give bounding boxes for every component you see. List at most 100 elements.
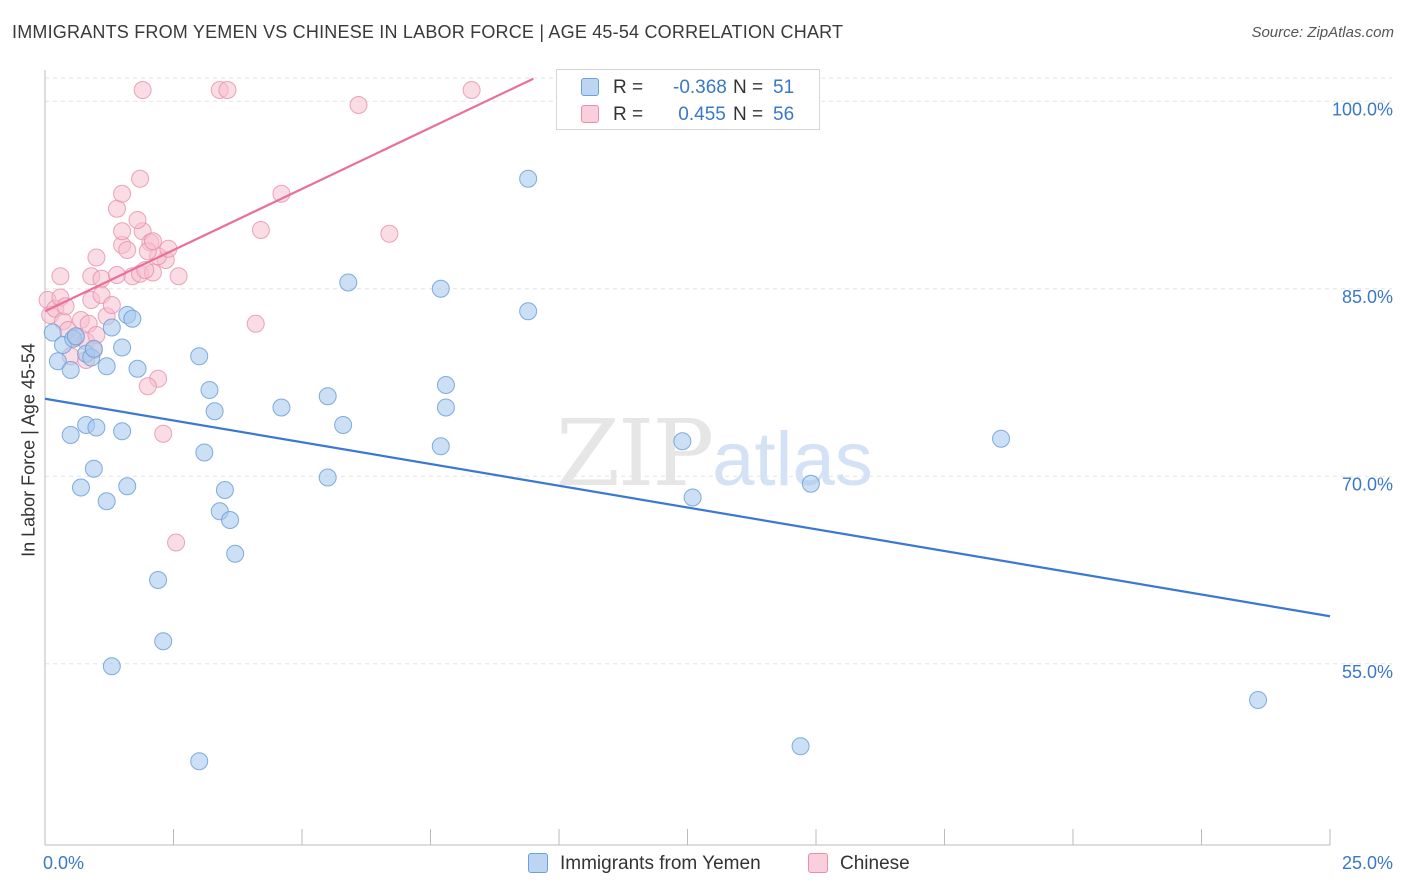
yemen-point: [102, 318, 121, 337]
legend-n-value: 56: [773, 104, 795, 125]
yemen-point: [436, 398, 455, 417]
yemen-point: [84, 459, 103, 478]
tick-labels: 55.0% 70.0% 85.0% 100.0% 0.0% 25.0%: [43, 99, 1393, 873]
yemen-point: [519, 169, 538, 188]
yemen-trend-line: [44, 397, 1331, 618]
yemen-point: [48, 352, 67, 371]
chinese-points: [38, 81, 481, 552]
bottom-legend-label-yemen: Immigrants from Yemen: [560, 853, 761, 874]
yemen-point: [43, 323, 62, 342]
chinese-point: [218, 81, 237, 99]
yemen-point: [215, 481, 234, 499]
y-axis-label-wrap: In Labor Force | Age 45-54: [14, 300, 44, 600]
yemen-point: [87, 418, 106, 437]
yemen-point: [123, 309, 142, 328]
yemen-point: [113, 338, 132, 357]
yemen-point: [801, 474, 820, 493]
axes: [44, 70, 1331, 846]
yemen-point: [431, 279, 450, 298]
yemen-point: [673, 432, 692, 451]
yemen-point: [339, 273, 358, 292]
chinese-point: [102, 296, 121, 314]
yemen-point: [205, 402, 224, 421]
chinese-trend-line: [44, 77, 534, 313]
legend-n-label: N =: [733, 77, 764, 98]
yemen-point: [149, 571, 168, 589]
yemen-point: [61, 361, 80, 379]
yemen-point: [97, 492, 116, 511]
y-tick-label: 70.0%: [1342, 474, 1393, 494]
chinese-point: [154, 424, 173, 443]
yemen-point: [272, 398, 291, 417]
chinese-point: [251, 221, 270, 239]
legend-n-value: 51: [773, 77, 795, 98]
yemen-point: [190, 347, 209, 366]
chinese-point: [133, 81, 152, 99]
yemen-point: [118, 477, 137, 496]
yemen-point: [97, 357, 116, 376]
chinese-point: [246, 314, 265, 333]
chinese-point: [169, 267, 188, 286]
yemen-point: [431, 437, 450, 456]
bottom-legend-label-chinese: Chinese: [840, 853, 910, 874]
yemen-point: [200, 381, 219, 399]
legend-n-label: N =: [733, 104, 764, 125]
chinese-point: [118, 241, 137, 259]
y-tick-label: 100.0%: [1332, 99, 1393, 119]
chinese-point: [51, 267, 70, 286]
yemen-point: [334, 416, 353, 434]
yemen-point: [519, 302, 538, 321]
chinese-point: [462, 81, 481, 99]
yemen-point: [683, 488, 702, 507]
chinese-point: [131, 169, 150, 188]
bottom-legend-swatch-chinese: [808, 853, 828, 873]
yemen-point: [318, 468, 337, 487]
chinese-point: [380, 224, 399, 243]
yemen-point: [436, 376, 455, 394]
y-axis-label: In Labor Force | Age 45-54: [18, 343, 39, 557]
chinese-point: [167, 533, 186, 552]
y-tick-label: 55.0%: [1342, 662, 1393, 682]
yemen-point: [102, 657, 121, 676]
yemen-point: [221, 511, 240, 529]
yemen-point: [791, 737, 810, 756]
y-tick-label: 85.0%: [1342, 287, 1393, 307]
yemen-point: [992, 429, 1011, 448]
stats-legend: R = -0.368 N = 51 R = 0.455 N = 56: [556, 69, 820, 130]
chinese-point: [143, 232, 162, 251]
x-tick-label: 25.0%: [1342, 853, 1393, 873]
watermark-atlas: atlas: [712, 417, 873, 502]
chinese-point: [107, 199, 126, 218]
legend-r-value: 0.455: [673, 104, 726, 125]
yemen-point: [71, 478, 90, 497]
chinese-point: [138, 377, 157, 396]
chinese-point: [87, 248, 106, 267]
chart-title: IMMIGRANTS FROM YEMEN VS CHINESE IN LABO…: [12, 22, 844, 42]
yemen-point: [113, 422, 132, 441]
yemen-point: [128, 359, 147, 378]
legend-r-label: R =: [613, 104, 644, 125]
yemen-point: [66, 327, 85, 346]
gridlines: [45, 77, 1392, 665]
yemen-point: [195, 443, 214, 462]
legend-r-label: R =: [613, 77, 644, 98]
trend-lines: [44, 77, 1331, 618]
yemen-point: [1249, 691, 1268, 709]
yemen-point: [318, 387, 337, 406]
chinese-point: [113, 184, 132, 203]
yemen-points: [43, 169, 1268, 771]
yemen-point: [61, 426, 80, 444]
chinese-point: [128, 211, 147, 229]
bottom-legend-swatch-yemen: [528, 853, 548, 873]
yemen-point: [226, 544, 245, 563]
legend-swatch-chinese: [581, 105, 599, 123]
legend-swatch-yemen: [581, 78, 599, 96]
x-tick-label: 0.0%: [43, 853, 84, 873]
chinese-point: [113, 222, 132, 241]
yemen-point: [190, 752, 209, 771]
chinese-point: [349, 96, 368, 114]
source-label: Source: ZipAtlas.com: [1251, 24, 1394, 41]
yemen-point: [154, 632, 173, 651]
yemen-point: [84, 339, 103, 358]
